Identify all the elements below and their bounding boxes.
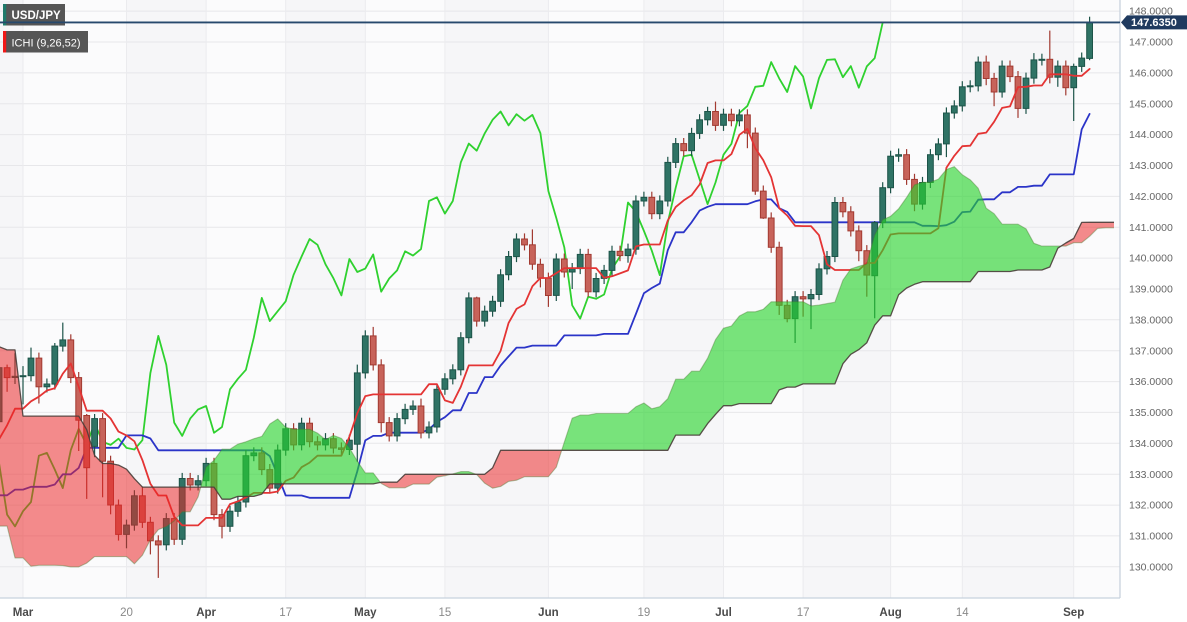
svg-text:145.0000: 145.0000 — [1129, 98, 1173, 110]
svg-text:May: May — [354, 607, 377, 619]
svg-text:ICHI (9,26,52): ICHI (9,26,52) — [12, 38, 81, 50]
svg-text:136.0000: 136.0000 — [1129, 376, 1173, 388]
svg-text:131.0000: 131.0000 — [1129, 531, 1173, 543]
svg-text:147.0000: 147.0000 — [1129, 37, 1173, 49]
svg-text:15: 15 — [439, 607, 452, 619]
svg-text:Sep: Sep — [1063, 607, 1084, 619]
svg-text:20: 20 — [120, 607, 133, 619]
svg-text:19: 19 — [638, 607, 651, 619]
svg-text:USD/JPY: USD/JPY — [12, 10, 62, 22]
svg-text:14: 14 — [956, 607, 969, 619]
svg-text:17: 17 — [797, 607, 810, 619]
svg-text:148.0000: 148.0000 — [1129, 6, 1173, 18]
svg-text:147.6350: 147.6350 — [1131, 17, 1177, 29]
svg-text:Apr: Apr — [196, 607, 216, 619]
svg-text:138.0000: 138.0000 — [1129, 314, 1173, 326]
svg-text:140.0000: 140.0000 — [1129, 253, 1173, 265]
svg-text:Jul: Jul — [715, 607, 732, 619]
svg-text:141.0000: 141.0000 — [1129, 222, 1173, 234]
svg-text:Jun: Jun — [538, 607, 558, 619]
svg-text:134.0000: 134.0000 — [1129, 438, 1173, 450]
svg-text:133.0000: 133.0000 — [1129, 469, 1173, 481]
svg-text:146.0000: 146.0000 — [1129, 68, 1173, 80]
svg-text:137.0000: 137.0000 — [1129, 345, 1173, 357]
svg-text:Aug: Aug — [879, 607, 901, 619]
svg-text:139.0000: 139.0000 — [1129, 284, 1173, 296]
svg-text:135.0000: 135.0000 — [1129, 407, 1173, 419]
svg-text:144.0000: 144.0000 — [1129, 129, 1173, 141]
svg-text:132.0000: 132.0000 — [1129, 500, 1173, 512]
svg-text:130.0000: 130.0000 — [1129, 561, 1173, 573]
svg-text:142.0000: 142.0000 — [1129, 191, 1173, 203]
svg-text:17: 17 — [279, 607, 292, 619]
svg-text:143.0000: 143.0000 — [1129, 160, 1173, 172]
svg-text:Mar: Mar — [13, 607, 34, 619]
